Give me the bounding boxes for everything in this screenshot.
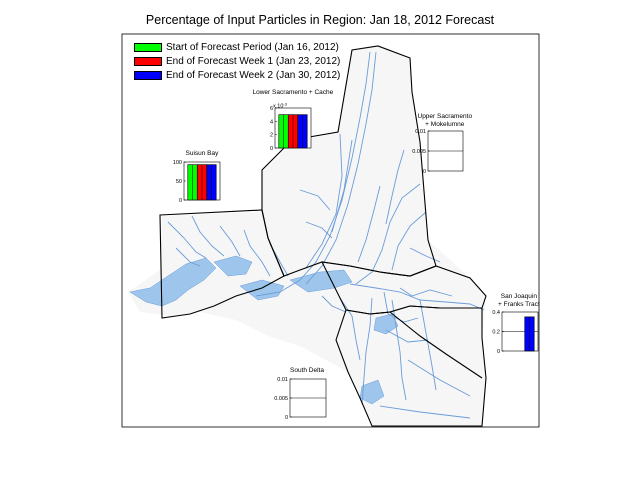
upper-sacramento-ytick-label: 0.01 — [415, 129, 426, 135]
legend-label-week1: End of Forecast Week 1 (Jan 23, 2012) — [166, 56, 341, 67]
slough-a — [167, 221, 207, 259]
lower-sacramento-scale-exponent: -3 — [283, 102, 287, 107]
upper-sacramento-title-line-2: + Mokelumne — [425, 121, 465, 128]
san-joaquin-ytick-label: 0.2 — [492, 330, 500, 336]
slough-f — [175, 247, 201, 267]
yolo-bypass — [305, 133, 343, 269]
san-joaquin-upstream — [419, 299, 437, 391]
deep-water-channel — [331, 139, 353, 233]
lower-sacramento-inset-title: Lower Sacramento + Cache — [252, 89, 334, 96]
south-delta-region — [335, 305, 487, 427]
upper-channel-b — [357, 185, 381, 263]
lower-sacramento-ytick-label: 6 — [270, 106, 273, 112]
grizzly-bay-water — [213, 255, 253, 277]
old-river — [361, 297, 373, 405]
mokelumne-river — [355, 183, 421, 285]
legend-label-start: Start of Forecast Period (Jan 16, 2012) — [166, 42, 339, 53]
upper-sacramento-ytick-label: 0 — [423, 169, 426, 174]
central-channel-d — [399, 287, 453, 297]
lower-sacramento-ytick-label: 0 — [270, 146, 273, 152]
legend-item-week2: End of Forecast Week 2 (Jan 30, 2012) — [134, 69, 340, 82]
legend-swatch-start — [134, 43, 162, 52]
central-channel-b — [321, 295, 347, 313]
legend: Start of Forecast Period (Jan 16, 2012) … — [134, 41, 340, 83]
south-channel-a — [407, 359, 471, 397]
south-delta-ytick-label: 0.005 — [274, 396, 288, 402]
san-joaquin-ytick-label: 0.4 — [492, 310, 500, 316]
south-delta-inset-title: South Delta — [290, 367, 324, 374]
suisun-bay-inset-title: Suisun Bay — [185, 150, 219, 157]
south-channel-b — [379, 405, 471, 419]
cosumnes-river — [391, 211, 427, 271]
upper-sacramento-inset-chart: 0 0.005 0.01 — [412, 129, 464, 174]
suisun-bay-inset-chart: 0 50 100 — [173, 160, 221, 203]
suisun-bay-ytick-label: 50 — [176, 179, 182, 185]
legend-swatch-week1 — [134, 57, 162, 66]
creek-d — [385, 329, 429, 343]
region-boundaries — [159, 45, 487, 427]
creek-b — [305, 221, 333, 239]
upper-sacramento-title-line-1: Upper Sacramento — [417, 113, 473, 120]
south-delta-ytick-label: 0 — [285, 415, 288, 420]
central-channel-c — [383, 291, 419, 323]
san-joaquin-title-line-2: + Franks Tract — [498, 301, 540, 308]
upper-sacramento-ytick-label: 0.005 — [412, 149, 426, 155]
san-joaquin-title-line-1: San Joaquin — [500, 293, 537, 300]
lower-sacramento-region — [261, 45, 437, 277]
lower-sacramento-scale-label: x 10-3 — [273, 102, 288, 110]
south-delta-inset-chart: 0 0.005 0.01 — [274, 377, 327, 420]
central-channel-a — [339, 297, 361, 361]
suisun-bay-water — [129, 257, 217, 307]
san-joaquin-inset-title: San Joaquin + Franks Tract — [498, 293, 540, 309]
creek-a — [299, 189, 331, 211]
suisun-bay-ytick-label: 0 — [179, 198, 182, 203]
creek-c — [409, 247, 441, 263]
legend-item-start: Start of Forecast Period (Jan 16, 2012) — [134, 41, 340, 54]
slough-c — [219, 225, 241, 257]
upper-channel-a — [385, 149, 405, 225]
lower-sacramento-ytick-label: 4 — [270, 119, 273, 125]
san-joaquin-ytick-label: 0 — [497, 349, 500, 354]
lower-sacramento-ytick-label: 2 — [270, 133, 273, 139]
river-channels — [167, 51, 485, 419]
slough-d — [243, 229, 271, 277]
sacramento-river-bank — [305, 51, 377, 285]
lower-sacramento-inset-chart: 0 2 4 6 x 10-3 — [270, 102, 312, 152]
chart-title: Percentage of Input Particles in Region:… — [145, 13, 495, 27]
san-joaquin-inset-chart: 0 0.2 0.4 — [492, 310, 539, 354]
legend-item-week1: End of Forecast Week 1 (Jan 23, 2012) — [134, 55, 340, 68]
upper-sacramento-inset-title: Upper Sacramento + Mokelumne — [418, 113, 473, 129]
clifton-court-water — [359, 379, 385, 405]
slough-b — [191, 215, 225, 257]
suisun-bay-ytick-label: 100 — [173, 160, 182, 166]
legend-swatch-week2 — [134, 71, 162, 80]
legend-label-week2: End of Forecast Week 2 (Jan 30, 2012) — [166, 70, 341, 81]
south-delta-ytick-label: 0.01 — [277, 377, 288, 383]
river-junction-water — [289, 269, 353, 293]
delta-internal-divide — [389, 311, 483, 379]
water-bodies — [129, 255, 399, 405]
